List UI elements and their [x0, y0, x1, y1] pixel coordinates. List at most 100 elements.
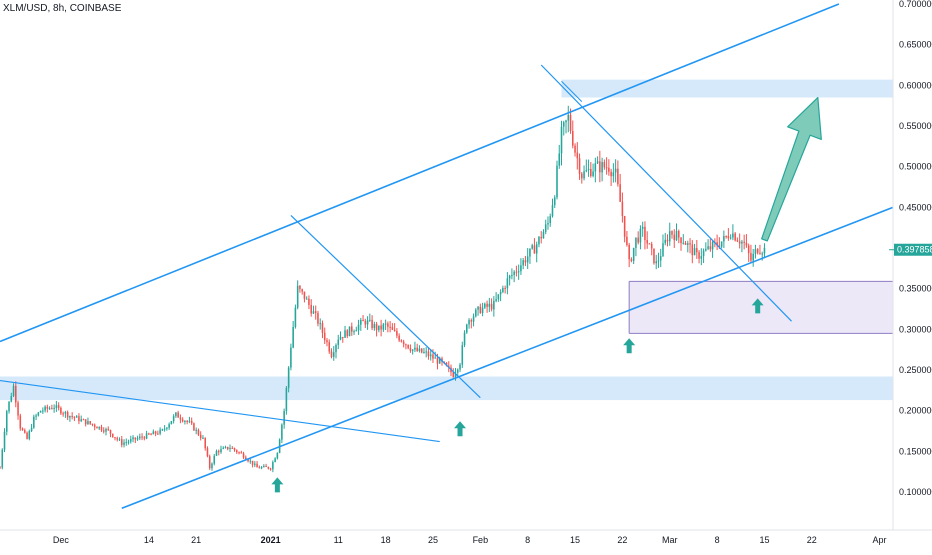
x-tick-label: 25	[428, 535, 438, 545]
candle-body	[684, 242, 687, 245]
candle	[418, 345, 421, 353]
candle	[592, 163, 594, 178]
candle-body	[256, 463, 258, 468]
candle-body	[211, 463, 213, 469]
candle-body	[217, 450, 220, 453]
candle-body	[5, 411, 8, 432]
candle	[538, 235, 540, 248]
candle-body	[416, 347, 418, 352]
candle-body	[28, 431, 31, 439]
candle	[199, 431, 202, 441]
candle	[100, 424, 103, 432]
candle	[251, 460, 254, 468]
candle	[675, 223, 678, 241]
candle-body	[689, 243, 691, 245]
candle-body	[337, 339, 340, 345]
candle	[504, 285, 506, 294]
candle	[556, 160, 558, 200]
candle	[24, 428, 26, 434]
candle-body	[154, 431, 157, 434]
candle	[12, 383, 15, 397]
candle	[269, 467, 272, 471]
candle-body	[590, 168, 592, 177]
candle-body	[479, 306, 482, 313]
candle-body	[553, 197, 556, 206]
candle-body	[741, 241, 743, 244]
candle-body	[195, 429, 197, 431]
candle	[66, 410, 69, 421]
candle	[224, 445, 227, 449]
candle-body	[130, 439, 132, 442]
candle	[729, 234, 732, 240]
candle	[206, 446, 209, 458]
candle-body	[168, 424, 170, 428]
candle-body	[136, 438, 139, 440]
candle	[8, 401, 10, 414]
candle	[292, 320, 294, 349]
candle-body	[680, 237, 682, 244]
candle-body	[729, 237, 732, 239]
candle	[705, 242, 707, 252]
candle	[139, 433, 141, 441]
candle-body	[538, 236, 540, 245]
candle-body	[529, 248, 531, 257]
candle	[125, 438, 128, 446]
candle-body	[10, 396, 13, 402]
candle-body	[375, 324, 378, 331]
candle	[37, 411, 40, 417]
candle	[369, 313, 371, 322]
candle-body	[283, 410, 285, 425]
candle	[328, 339, 331, 354]
candle	[362, 315, 364, 322]
candle	[581, 172, 583, 184]
candle-body	[281, 424, 283, 440]
candle-body	[269, 468, 272, 470]
candle-body	[134, 437, 137, 440]
candle	[238, 451, 240, 455]
candle-body	[127, 441, 130, 443]
candle	[502, 285, 504, 294]
candle-body	[659, 256, 662, 261]
candle	[456, 368, 459, 377]
candle	[405, 343, 407, 350]
candle-body	[438, 358, 441, 364]
candle	[574, 143, 576, 157]
x-tick-label: 22	[807, 535, 817, 545]
candle-body	[193, 423, 195, 431]
candle-body	[213, 455, 216, 464]
candle	[60, 406, 62, 416]
candle-body	[258, 467, 261, 469]
candle-body	[362, 319, 364, 322]
candle-body	[720, 241, 723, 247]
candle-body	[60, 407, 62, 414]
candle-body	[565, 120, 567, 123]
candle	[420, 348, 423, 354]
candle-body	[544, 224, 547, 232]
candle	[19, 413, 22, 431]
candle-body	[691, 244, 694, 256]
last-price-label: 0.397858	[897, 245, 932, 255]
candle	[272, 460, 274, 473]
candle	[567, 105, 570, 133]
candle-body	[80, 419, 82, 422]
x-tick-label: 22	[617, 535, 627, 545]
candle-body	[116, 438, 119, 440]
candle	[93, 423, 96, 431]
candle	[612, 163, 615, 183]
candle	[233, 447, 236, 452]
candle	[614, 159, 617, 183]
candle	[193, 422, 195, 431]
candle-body	[55, 405, 58, 408]
candle	[716, 234, 718, 251]
candle-body	[111, 433, 114, 438]
candle-body	[299, 285, 301, 290]
candle	[637, 231, 639, 245]
candle	[102, 427, 105, 434]
candle	[299, 285, 301, 293]
last-price-badge	[894, 243, 932, 256]
candle-body	[736, 240, 739, 242]
candle-body	[229, 447, 231, 450]
candle	[619, 173, 621, 202]
